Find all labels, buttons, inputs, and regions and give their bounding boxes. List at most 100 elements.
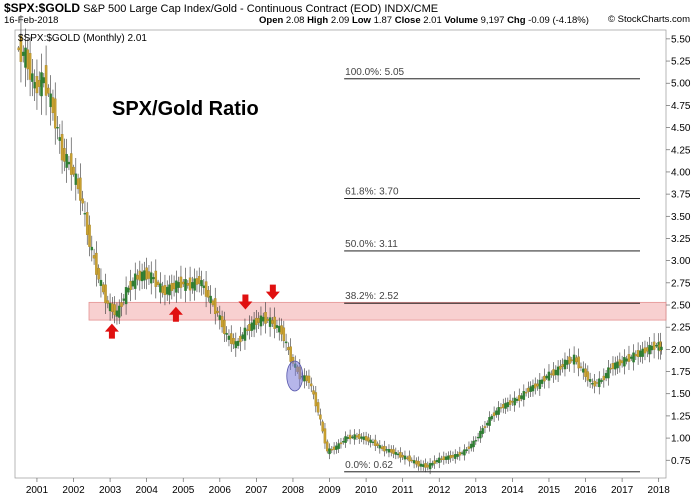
fib-label-2: 50.0%: 3.11 (345, 239, 398, 250)
candle-body-259 (609, 368, 612, 370)
candle-body-210 (497, 407, 500, 415)
candle-body-270 (634, 354, 638, 357)
candle-body-86 (213, 298, 217, 315)
candle-body-2 (21, 51, 25, 56)
candle-body-110 (268, 317, 272, 327)
y-tick-label-18: 5.25 (671, 57, 691, 68)
candle-body-136 (328, 448, 331, 455)
candle-body-229 (540, 379, 544, 384)
candle-body-217 (513, 397, 516, 406)
candle-body-104 (255, 317, 258, 325)
candle-270 (634, 350, 638, 360)
candle-226 (534, 377, 537, 395)
candle-body-157 (376, 443, 379, 447)
candle-body-25 (74, 173, 78, 185)
candle-72 (181, 278, 185, 288)
candle-35 (97, 264, 100, 284)
candle-body-158 (378, 445, 382, 449)
candle-body-180 (428, 463, 432, 470)
candle-17 (56, 115, 59, 140)
candle-258 (607, 360, 610, 386)
candle-body-172 (410, 459, 414, 462)
candle-body-220 (520, 395, 523, 399)
candle-body-207 (490, 415, 494, 420)
candle-body-165 (394, 452, 398, 455)
candle-body-194 (460, 452, 464, 454)
candle-body-184 (437, 457, 441, 464)
candle-95 (234, 332, 238, 357)
candle-body-245 (577, 356, 580, 369)
candle-body-170 (405, 457, 409, 459)
candle-81 (202, 279, 206, 295)
candle-57 (147, 265, 151, 286)
x-tick-label-6: 2007 (245, 485, 268, 496)
candle-255 (600, 378, 603, 384)
candle-113 (275, 320, 279, 334)
candle-130 (314, 386, 318, 413)
candle-208 (492, 406, 496, 423)
candle-274 (643, 340, 647, 361)
candle-276 (648, 336, 651, 363)
candle-167 (399, 447, 402, 463)
fib-label-0: 100.0%: 5.05 (345, 67, 404, 78)
support-band-layer (88, 301, 667, 321)
y-tick-label-13: 4.00 (671, 167, 691, 178)
candle-37 (101, 282, 105, 295)
candle-body-179 (426, 464, 430, 468)
candle-body-205 (485, 422, 489, 426)
candle-240 (566, 355, 569, 369)
candle-body-161 (385, 449, 388, 451)
candle-62 (159, 272, 162, 304)
candle-body-243 (572, 354, 576, 365)
candle-body-221 (522, 391, 526, 400)
candle-244 (575, 355, 578, 365)
candle-239 (563, 352, 567, 377)
candle-body-129 (312, 390, 315, 395)
candle-body-252 (593, 380, 596, 387)
candle-173 (412, 455, 416, 469)
candle-56 (145, 257, 148, 290)
candle-156 (373, 434, 377, 451)
candle-49 (129, 269, 132, 302)
candle-body-137 (330, 449, 334, 451)
candle-69 (175, 270, 178, 303)
candle-75 (188, 266, 192, 302)
candle-161 (385, 446, 388, 454)
candle-body-268 (630, 356, 633, 359)
candle-138 (332, 442, 336, 455)
high-value: 2.09 (330, 15, 350, 26)
candle-body-147 (353, 434, 356, 440)
candle-207 (490, 414, 494, 422)
marker-layer (104, 284, 304, 392)
candle-body-7 (33, 81, 36, 89)
candle-body-279 (655, 345, 658, 347)
y-axis: 0.75 1.00 1.25 1.50 1.75 2.00 2.25 2.50 2.75 3.00… (666, 34, 691, 467)
candle-187 (444, 452, 448, 464)
candle-body-201 (476, 436, 480, 439)
high-label: High (307, 15, 329, 26)
candle-20 (63, 138, 66, 172)
candle-body-32 (90, 246, 94, 251)
candle-261 (614, 356, 617, 376)
candle-body-256 (602, 375, 606, 381)
candle-183 (435, 458, 439, 465)
fibonacci-layer: 100.0%: 5.05 61.8%: 3.70 50.0%: 3.11 38.2%:… (344, 67, 640, 473)
candle-125 (303, 368, 306, 389)
candle-98 (241, 332, 244, 342)
candle-body-103 (252, 319, 256, 330)
candle-body-114 (277, 325, 281, 333)
candle-237 (559, 359, 562, 376)
candle-245 (577, 348, 580, 377)
candle-body-225 (531, 384, 535, 392)
candle-146 (351, 434, 354, 440)
candle-135 (325, 439, 329, 454)
candle-78 (195, 270, 199, 293)
candle-5 (28, 36, 32, 97)
candle-body-234 (552, 369, 555, 376)
candle-248 (584, 363, 587, 383)
down-arrow-icon-0 (238, 294, 253, 310)
candle-body-204 (483, 426, 487, 428)
candle-229 (540, 376, 544, 387)
candle-235 (554, 365, 558, 380)
